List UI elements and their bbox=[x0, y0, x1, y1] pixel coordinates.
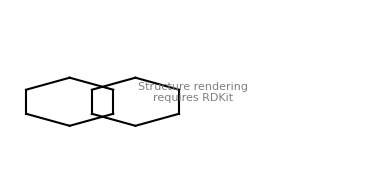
Text: Structure rendering
requires RDKit: Structure rendering requires RDKit bbox=[139, 82, 248, 103]
